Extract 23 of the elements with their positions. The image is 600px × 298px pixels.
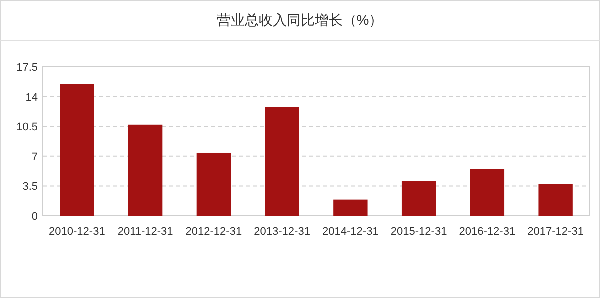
bar: [128, 124, 163, 216]
x-tick-label: 2013-12-31: [254, 226, 310, 238]
bar: [265, 107, 300, 216]
x-tick-label: 2014-12-31: [322, 226, 379, 238]
x-tick-label: 2016-12-31: [459, 226, 516, 238]
x-tick-label: 2017-12-31: [528, 226, 584, 238]
y-tick-label: 3.5: [22, 181, 38, 194]
bar: [60, 84, 94, 216]
x-tick-label: 2015-12-31: [390, 226, 448, 238]
bar: [334, 200, 368, 216]
x-tick-label: 2012-12-31: [186, 226, 242, 238]
y-tick-label: 14: [26, 92, 38, 104]
x-tick-label: 2011-12-31: [118, 226, 174, 238]
bar: [196, 152, 232, 216]
bar: [402, 181, 436, 216]
y-tick-label: 17.5: [16, 62, 38, 74]
y-tick-label: 10.5: [16, 122, 38, 134]
bar: [470, 169, 505, 216]
y-tick-label: 0: [32, 211, 38, 223]
chart-title: 营业总收入同比增长（%）: [216, 12, 384, 28]
bar: [538, 184, 573, 216]
x-tick-label: 2010-12-31: [49, 226, 106, 238]
y-tick-label: 7: [32, 151, 38, 164]
